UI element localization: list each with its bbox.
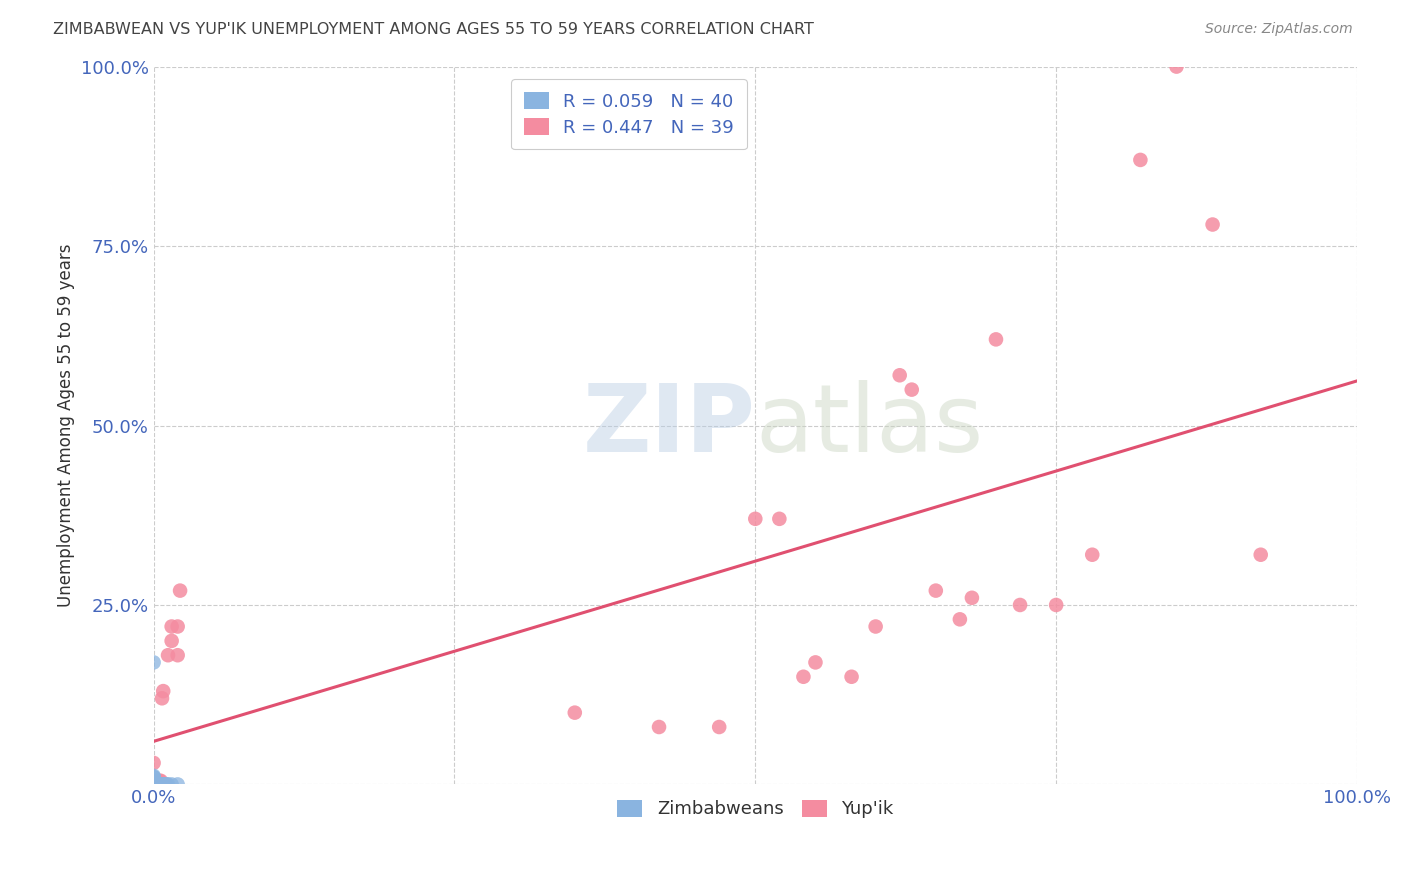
Point: [150, 691, 173, 706]
Point: [155, 777, 177, 791]
Point: [149, 777, 172, 791]
Point: [142, 777, 165, 791]
Point: [169, 583, 191, 598]
Point: [984, 332, 1007, 346]
Point: [142, 777, 165, 791]
Point: [1008, 598, 1031, 612]
Point: [142, 777, 165, 791]
Point: [149, 773, 172, 788]
Point: [142, 777, 165, 791]
Point: [841, 670, 863, 684]
Point: [142, 777, 165, 791]
Point: [153, 777, 176, 791]
Point: [925, 583, 948, 598]
Point: [142, 777, 165, 791]
Point: [166, 648, 188, 663]
Point: [142, 773, 165, 788]
Point: [792, 670, 814, 684]
Point: [768, 512, 790, 526]
Point: [142, 777, 165, 791]
Point: [142, 773, 165, 788]
Point: [152, 684, 174, 698]
Point: [142, 772, 165, 786]
Point: [889, 368, 911, 383]
Point: [160, 777, 183, 791]
Point: [1045, 598, 1067, 612]
Point: [160, 633, 183, 648]
Point: [142, 756, 165, 770]
Point: [142, 777, 165, 791]
Point: [960, 591, 983, 605]
Point: [149, 777, 172, 791]
Point: [142, 770, 165, 784]
Point: [149, 777, 172, 791]
Point: [157, 777, 180, 791]
Point: [166, 619, 188, 633]
Point: [1166, 60, 1188, 74]
Point: [142, 772, 165, 786]
Point: [1250, 548, 1272, 562]
Point: [142, 772, 165, 787]
Point: [142, 771, 165, 785]
Point: [166, 777, 188, 791]
Text: Source: ZipAtlas.com: Source: ZipAtlas.com: [1205, 22, 1353, 37]
Point: [157, 648, 180, 663]
Point: [142, 777, 165, 791]
Point: [142, 770, 165, 784]
Point: [142, 777, 165, 791]
Text: atlas: atlas: [755, 379, 984, 472]
Point: [142, 772, 165, 787]
Point: [152, 777, 174, 791]
Point: [142, 777, 165, 791]
Point: [949, 612, 972, 626]
Point: [149, 777, 172, 791]
Point: [142, 777, 165, 791]
Point: [142, 656, 165, 670]
Point: [149, 773, 172, 788]
Y-axis label: Unemployment Among Ages 55 to 59 years: Unemployment Among Ages 55 to 59 years: [58, 244, 75, 607]
Point: [142, 777, 165, 791]
Point: [804, 656, 827, 670]
Point: [900, 383, 922, 397]
Point: [142, 777, 165, 791]
Text: ZIMBABWEAN VS YUP'IK UNEMPLOYMENT AMONG AGES 55 TO 59 YEARS CORRELATION CHART: ZIMBABWEAN VS YUP'IK UNEMPLOYMENT AMONG …: [53, 22, 814, 37]
Point: [709, 720, 731, 734]
Point: [152, 777, 174, 791]
Point: [156, 777, 179, 791]
Point: [1081, 548, 1104, 562]
Point: [744, 512, 766, 526]
Point: [865, 619, 887, 633]
Point: [648, 720, 671, 734]
Point: [146, 773, 169, 788]
Point: [155, 777, 177, 791]
Point: [564, 706, 586, 720]
Point: [160, 619, 183, 633]
Point: [142, 777, 165, 791]
Point: [142, 769, 165, 783]
Legend: Zimbabweans, Yup'ik: Zimbabweans, Yup'ik: [610, 792, 901, 826]
Point: [142, 770, 165, 784]
Point: [142, 777, 165, 791]
Point: [1129, 153, 1152, 167]
Point: [1201, 218, 1223, 232]
Point: [142, 773, 165, 788]
Point: [150, 777, 173, 791]
Point: [149, 777, 172, 791]
Point: [142, 777, 165, 791]
Text: ZIP: ZIP: [582, 379, 755, 472]
